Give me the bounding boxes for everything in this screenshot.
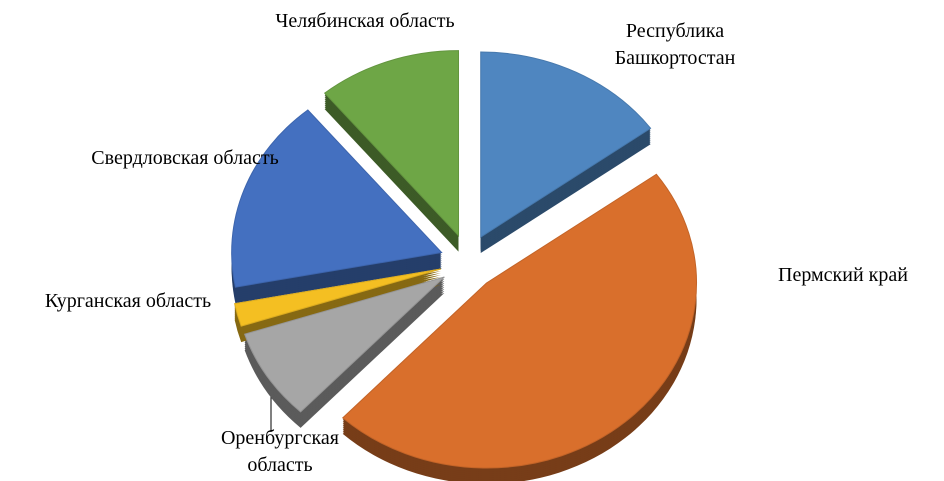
pie-slice bbox=[323, 50, 460, 237]
slice-tops bbox=[231, 50, 698, 469]
slice-side bbox=[234, 274, 441, 333]
slice-side bbox=[234, 276, 441, 335]
slice-label: Оренбургская область bbox=[220, 427, 339, 476]
pie-slice bbox=[233, 268, 442, 327]
slice-label: Республика Башкортостан bbox=[614, 20, 736, 69]
pie-slice bbox=[231, 109, 443, 288]
slice-side bbox=[234, 272, 441, 331]
pie-slice bbox=[342, 173, 698, 469]
pie-slice bbox=[243, 276, 445, 413]
pie-slice bbox=[480, 51, 652, 238]
slice-label: Свердловская область bbox=[91, 147, 279, 169]
slice-label: Курганская область bbox=[44, 290, 212, 312]
slice-label: Челябинская область bbox=[275, 10, 455, 32]
slice-side bbox=[234, 270, 441, 329]
slice-label: Пермский край bbox=[778, 264, 908, 286]
